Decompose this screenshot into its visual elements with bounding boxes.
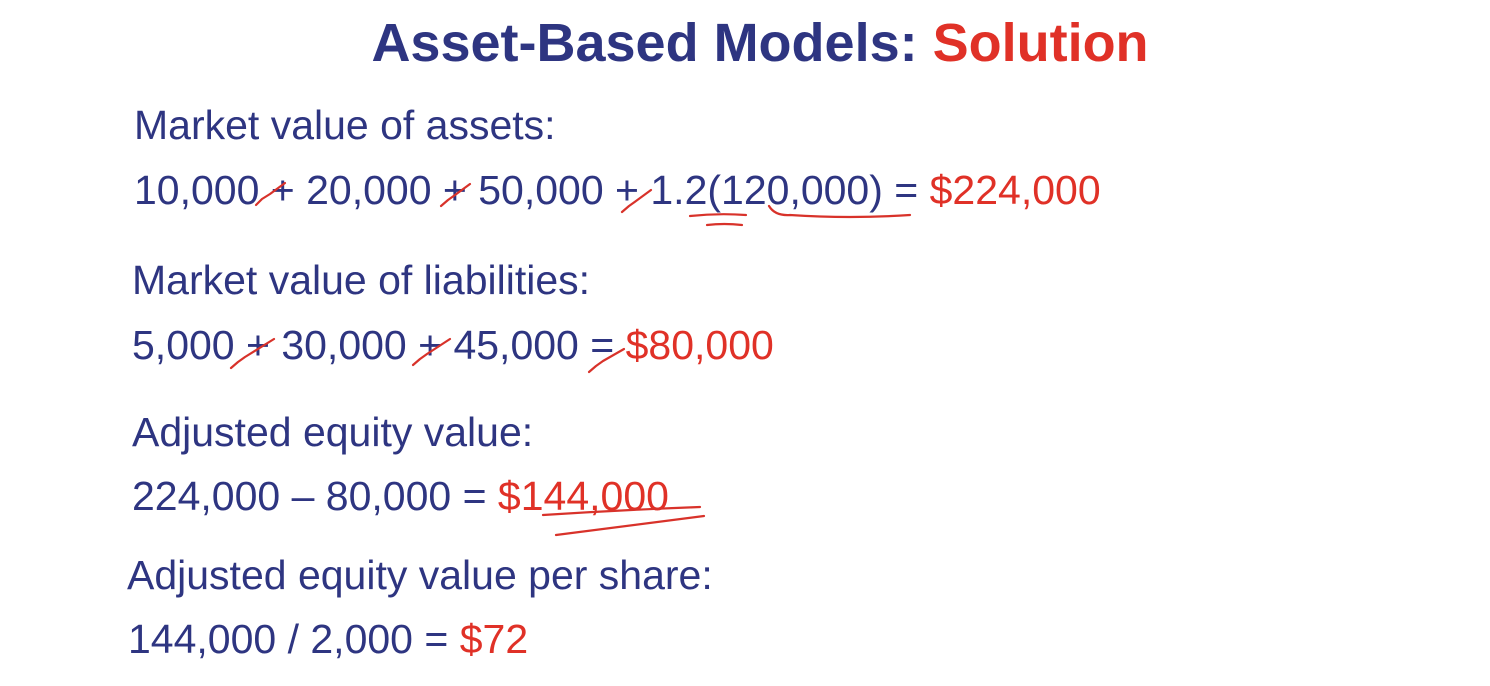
assets-heading: Market value of assets: [134,102,556,148]
equity-expression: 224,000 – 80,000 = [132,473,498,519]
equity-heading: Adjusted equity value: [132,409,534,455]
liabilities-expression: 5,000 + 30,000 + 45,000 = [132,322,626,368]
liabilities-heading: Market value of liabilities: [132,257,591,303]
liabilities-calculation: 5,000 + 30,000 + 45,000 = $80,000 [132,320,774,370]
double-underline-icon [705,222,744,227]
per-share-expression: 144,000 / 2,000 = [128,616,460,662]
slide-title-main: Asset-Based Models: [371,13,933,73]
liabilities-result: $80,000 [625,322,774,368]
equity-result: $144,000 [497,473,669,519]
per-share-result: $72 [459,616,529,662]
equity-calculation: 224,000 – 80,000 = $144,000 [132,471,669,521]
per-share-calculation: 144,000 / 2,000 = $72 [128,614,528,664]
slide-title-accent: Solution [932,13,1149,73]
assets-result: $224,000 [929,167,1101,213]
assets-calculation: 10,000 + 20,000 + 50,000 + 1.2(120,000) … [134,165,1101,215]
per-share-heading: Adjusted equity value per share: [127,552,713,598]
slide-title: Asset-Based Models: Solution [0,8,1490,78]
assets-expression: 10,000 + 20,000 + 50,000 + 1.2(120,000) … [134,167,930,213]
